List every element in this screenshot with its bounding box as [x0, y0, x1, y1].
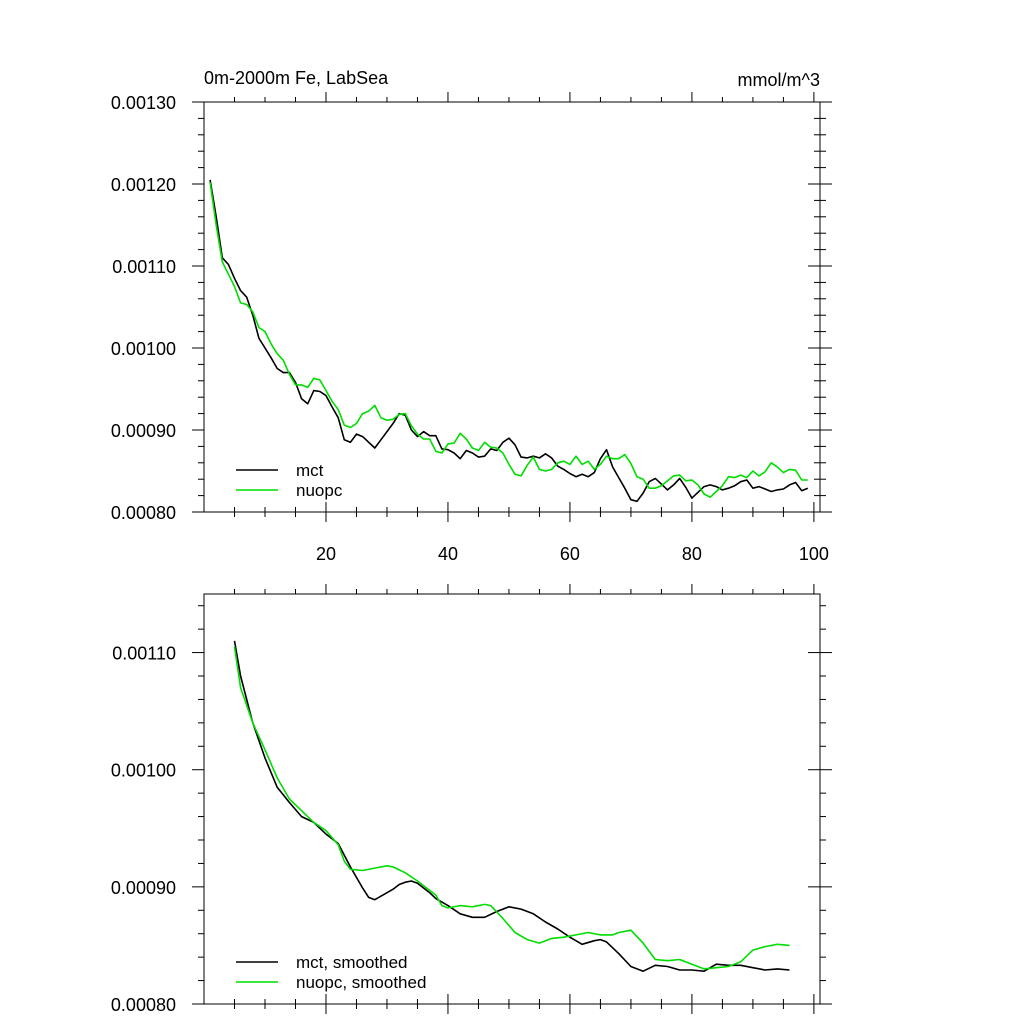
bottom-y-tick-label: 0.00090: [111, 878, 176, 898]
bottom-series-line-mct-smoothed: [233, 640, 790, 972]
top-y-tick-label: 0.00090: [111, 421, 176, 441]
top-series-line-nuopc: [209, 182, 808, 498]
top-y-tick-label: 0.00130: [111, 93, 176, 113]
top-plot-frame: [203, 101, 821, 513]
top-legend-label: nuopc: [296, 481, 343, 500]
top-y-tick-label: 0.00100: [111, 339, 176, 359]
bottom-y-tick-label: 0.00100: [111, 761, 176, 781]
top-x-tick-label: 100: [799, 544, 829, 564]
top-chart-title: 0m-2000m Fe, LabSea: [204, 68, 389, 88]
top-y-tick-label: 0.00080: [111, 503, 176, 523]
top-x-tick-label: 20: [316, 544, 336, 564]
top-legend-label: mct: [296, 461, 324, 480]
bottom-legend-label: nuopc, smoothed: [296, 973, 426, 992]
bottom-y-tick-label: 0.00080: [111, 995, 176, 1015]
top-x-tick-label: 60: [560, 544, 580, 564]
top-series-line-mct: [209, 179, 809, 503]
top-panel: 0m-2000m Fe, LabSea mmol/m^3 20 40 60 80 100…: [111, 68, 832, 564]
top-x-tick-label: 40: [438, 544, 458, 564]
bottom-panel: 0.00080 0.00090 0.00100 0.00110 mct, smoothe…: [111, 584, 832, 1015]
top-x-tick-label: 80: [682, 544, 702, 564]
top-chart-units: mmol/m^3: [738, 70, 820, 90]
bottom-series-line-nuopc-smoothed: [233, 646, 790, 970]
top-y-tick-label: 0.00110: [112, 257, 176, 277]
top-y-tick-label: 0.00120: [111, 175, 176, 195]
bottom-plot-frame: [203, 593, 821, 1005]
bottom-legend-label: mct, smoothed: [296, 953, 408, 972]
bottom-y-tick-label: 0.00110: [112, 644, 176, 664]
